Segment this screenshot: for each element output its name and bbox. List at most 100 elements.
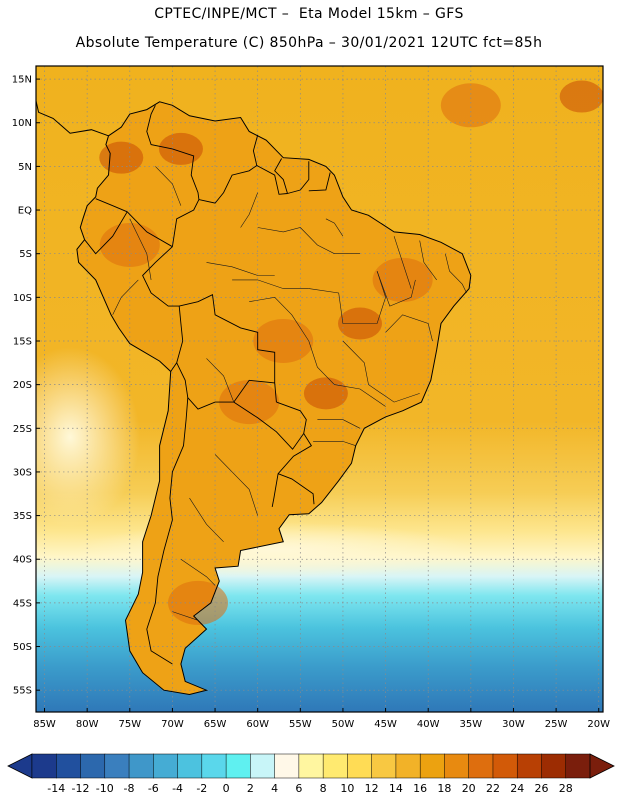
colorbar-swatch [516, 753, 543, 779]
colorbar-swatch [444, 753, 470, 779]
colorbar-label: 4 [271, 782, 278, 795]
colorbar-label: 12 [365, 782, 379, 795]
colorbar-label: 16 [413, 782, 427, 795]
colorbar-label: 2 [247, 782, 254, 795]
colorbar-label: -14 [47, 782, 65, 795]
colorbar-label: 6 [295, 782, 302, 795]
latitude-label: 10S [13, 293, 32, 304]
country-border [271, 433, 313, 507]
latitude-label: 15N [12, 75, 32, 86]
central-america-coast [36, 100, 109, 137]
colorbar-label: -6 [148, 782, 159, 795]
colorbar-label: -2 [196, 782, 207, 795]
colorbar-swatch [104, 753, 130, 779]
state-border [112, 279, 139, 315]
state-border [342, 340, 420, 403]
state-borders [112, 166, 467, 621]
state-border [393, 236, 412, 289]
latitude-label: 20S [13, 380, 32, 391]
longitude-label: 35W [460, 719, 483, 730]
longitude-label: 40W [417, 719, 440, 730]
state-border [214, 454, 258, 516]
longitude-label: 25W [545, 719, 568, 730]
longitude-label: 80W [76, 719, 99, 730]
latitude-label: 35S [13, 511, 32, 522]
heat-core [253, 318, 314, 363]
map-title-line1: CPTEC/INPE/MCT – Eta Model 15km – GFS [154, 6, 464, 22]
country-border [84, 211, 128, 255]
state-border [180, 558, 216, 586]
longitude-label: 75W [118, 719, 141, 730]
state-border [257, 227, 360, 254]
latitude-label: 55S [13, 686, 32, 697]
country-border [256, 165, 288, 195]
longitude-label: 65W [204, 719, 227, 730]
country-border [179, 294, 277, 403]
country-borders [84, 105, 331, 665]
colorbar-swatch [419, 753, 445, 779]
state-border [308, 340, 386, 407]
latitude-label: EQ [18, 206, 32, 217]
state-border [249, 296, 310, 342]
country-border [233, 401, 307, 450]
country-border [171, 199, 200, 247]
country-border [277, 473, 315, 505]
colorbar-label: 22 [486, 782, 500, 795]
colorbar-swatch [468, 753, 494, 779]
colorbar-label: -8 [124, 782, 135, 795]
longitude-labels: 85W 80W 75W 70W 65W 60W 55W 50W 45W 40W 35W 30W 25W 2… [33, 708, 610, 730]
heat-core [559, 80, 603, 113]
heat-core [303, 377, 348, 410]
colorbar-label: -10 [96, 782, 114, 795]
state-border [155, 166, 182, 206]
colorbar-label: 24 [510, 782, 524, 795]
latitude-label: 40S [13, 555, 32, 566]
state-border [385, 314, 433, 342]
longitude-label: 50W [332, 719, 355, 730]
map-title-line2: Absolute Temperature (C) 850hPa – 30/01/… [75, 35, 543, 51]
heat-core [158, 132, 203, 165]
state-border [206, 358, 235, 403]
country-border [308, 172, 331, 192]
colorbar-swatch [347, 753, 373, 779]
heat-core [440, 83, 501, 128]
latitude-label: 15S [13, 336, 32, 347]
heat-core [219, 380, 280, 425]
colorbar-swatch [80, 753, 106, 779]
colorbar-label: 20 [462, 782, 476, 795]
colorbar-swatch [565, 753, 591, 779]
longitude-label: 55W [289, 719, 312, 730]
colorbar-max-arrow [589, 753, 615, 779]
country-border [287, 161, 310, 194]
state-border [445, 253, 467, 294]
state-border [240, 192, 258, 228]
state-border [313, 441, 356, 446]
colorbar-swatch [250, 753, 276, 779]
state-border [419, 240, 437, 281]
coastline [76, 101, 472, 696]
longitude-label: 85W [33, 719, 56, 730]
map-frame [35, 65, 604, 713]
graticule [36, 66, 603, 712]
latitude-label: 25S [13, 424, 32, 435]
colorbar-swatch [177, 753, 203, 779]
colorbar-label: 8 [320, 782, 327, 795]
latitude-label: 5N [18, 162, 32, 173]
colorbar-swatch [31, 753, 57, 779]
state-border [189, 497, 224, 543]
colorbar-swatch [274, 753, 300, 779]
latitude-label: 5S [19, 249, 32, 260]
colorbar-label: -12 [72, 782, 90, 795]
longitude-label: 30W [502, 719, 525, 730]
colorbar-swatch [395, 753, 421, 779]
colorbar-swatch [371, 753, 397, 779]
state-border [232, 279, 309, 289]
state-border [325, 218, 344, 237]
heat-core [372, 257, 433, 302]
colorbar-swatch [225, 753, 251, 779]
colorbar-swatch [322, 753, 348, 779]
colorbar-min-arrow [7, 753, 33, 779]
colorbar-label: 10 [340, 782, 354, 795]
colorbar-label: 28 [559, 782, 573, 795]
